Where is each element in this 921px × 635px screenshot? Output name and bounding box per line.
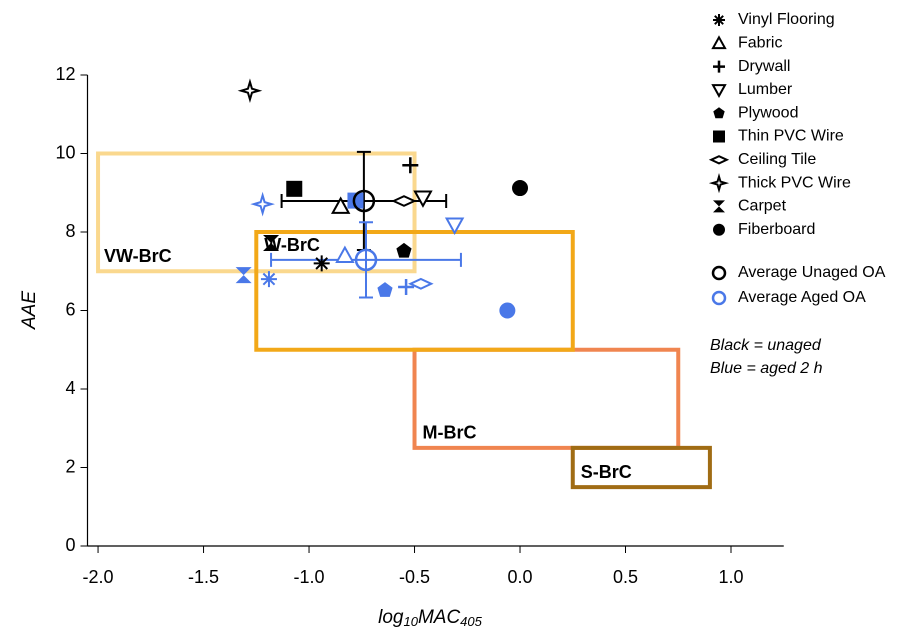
point [413,190,433,208]
legend-marker [713,60,725,73]
legend-label: Average Unaged OA [738,264,886,281]
region-label: W-BrC [264,235,320,255]
legend-marker [711,265,727,281]
legend-label: Vinyl Flooring [738,11,835,28]
y-tick-label: 12 [55,64,75,84]
legend-marker [713,14,725,26]
y-tick-label: 8 [65,221,75,241]
legend-label: Lumber [738,81,793,98]
legend-marker [713,130,725,143]
region-box [570,445,712,490]
legend-label: Thick PVC Wire [738,174,851,191]
annotation: Black = unaged [710,337,822,354]
legend-label: Average Aged OA [738,289,866,306]
point [398,278,415,295]
x-label-sub: 10 [403,614,418,629]
legend-label: Ceiling Tile [738,151,816,168]
y-tick-label: 2 [65,456,75,476]
point [408,277,434,290]
point [237,78,263,104]
legend-label: Fabric [738,35,782,52]
error-bar-x [280,193,448,208]
point [250,191,275,217]
point [286,180,303,197]
x-label-sub: 405 [460,614,482,629]
point [235,267,252,284]
point [263,234,280,251]
error-bar-x [270,252,462,267]
x-tick-label: -0.5 [399,567,430,587]
legend-label: Drywall [738,58,790,75]
x-label-part: log [378,607,404,628]
region-label: S-BrC [581,462,632,482]
annotation: Blue = aged 2 h [710,360,823,377]
legend-marker [713,200,725,213]
point [444,217,465,235]
y-tick-label: 6 [65,299,75,319]
region-box [254,230,575,352]
region-label: VW-BrC [104,246,172,266]
point [402,157,419,174]
point [512,180,529,197]
point [377,282,393,297]
legend-label: Plywood [738,104,798,121]
y-tick-label: 4 [65,378,75,398]
legend-marker [708,155,730,165]
average-point [352,189,376,213]
y-axis-label: AAE [19,291,40,330]
average-point [354,248,378,272]
legend-label: Thin PVC Wire [738,128,844,145]
point [313,255,330,272]
legend-marker [711,290,727,306]
legend-label: Fiberboard [738,221,815,238]
point [330,196,351,214]
point [260,271,277,288]
region-label: M-BrC [423,423,477,443]
x-label-part: MAC [418,607,461,628]
y-tick-label: 0 [65,535,75,555]
x-tick-label: -1.0 [294,567,325,587]
legend-marker [711,35,727,50]
y-tick-label: 10 [55,142,75,162]
x-axis-label: log10MAC405 [378,607,483,629]
x-tick-label: 1.0 [718,567,743,587]
point [347,192,364,209]
legend-label: Carpet [738,198,787,215]
legend-marker [708,172,730,194]
x-tick-label: -1.5 [188,567,219,587]
legend-marker [713,223,725,236]
point [499,302,516,319]
point [391,195,417,207]
point [396,242,412,258]
point [335,245,355,263]
x-tick-label: 0.0 [508,567,533,587]
legend-marker [713,107,725,119]
x-tick-label: -2.0 [83,567,114,587]
x-tick-label: 0.5 [613,567,638,587]
legend-marker [711,84,727,98]
